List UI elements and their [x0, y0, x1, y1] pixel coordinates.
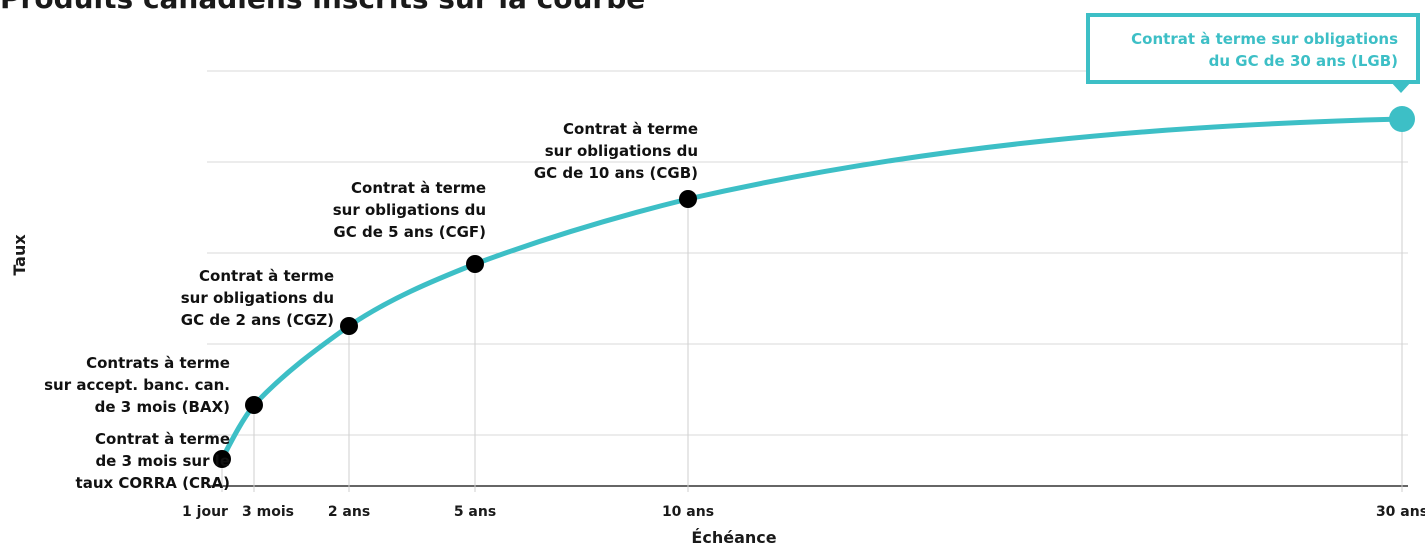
point-label: GC de 10 ans (CGB)	[534, 164, 698, 182]
point-label: Contrat à terme	[199, 267, 334, 285]
series-line	[219, 116, 1405, 462]
x-tick-label: 3 mois	[242, 504, 294, 520]
x-axis-label: Échéance	[691, 528, 776, 547]
point-label: sur obligations du	[545, 142, 698, 160]
point-label: de 3 mois (BAX)	[95, 398, 230, 416]
y-axis-label: Taux	[10, 234, 29, 276]
point-label: Contrat à terme	[563, 120, 698, 138]
data-point	[245, 396, 263, 414]
point-label: GC de 2 ans (CGZ)	[181, 311, 334, 329]
callout-label: du GC de 30 ans (LGB)	[1209, 52, 1398, 70]
point-label: sur obligations du	[333, 201, 486, 219]
x-tick-label: 1 jour	[182, 504, 228, 520]
point-label: de 3 mois sur le	[95, 452, 230, 470]
callout-pointer	[1390, 81, 1412, 93]
point-label: Contrats à terme	[86, 354, 230, 372]
point-label: Contrat à terme	[351, 179, 486, 197]
point-label: sur accept. banc. can.	[44, 376, 230, 394]
x-tick-label: 5 ans	[454, 504, 496, 520]
callout-box	[1086, 13, 1420, 84]
data-point-highlight	[1389, 106, 1415, 132]
point-label: sur obligations du	[181, 289, 334, 307]
chart-title: Produits canadiens inscrits sur la courb…	[0, 0, 645, 15]
callout-label: Contrat à terme sur obligations	[1131, 30, 1398, 48]
point-label: Contrat à terme	[95, 430, 230, 448]
data-point	[679, 190, 697, 208]
x-tick-label: 10 ans	[662, 504, 714, 520]
data-point	[340, 317, 358, 335]
x-tick-label: 30 ans	[1376, 504, 1425, 520]
data-point	[213, 450, 231, 468]
x-tick-label: 2 ans	[328, 504, 370, 520]
data-point	[466, 255, 484, 273]
point-label: taux CORRA (CRA)	[76, 474, 230, 492]
point-label: GC de 5 ans (CGF)	[333, 223, 486, 241]
